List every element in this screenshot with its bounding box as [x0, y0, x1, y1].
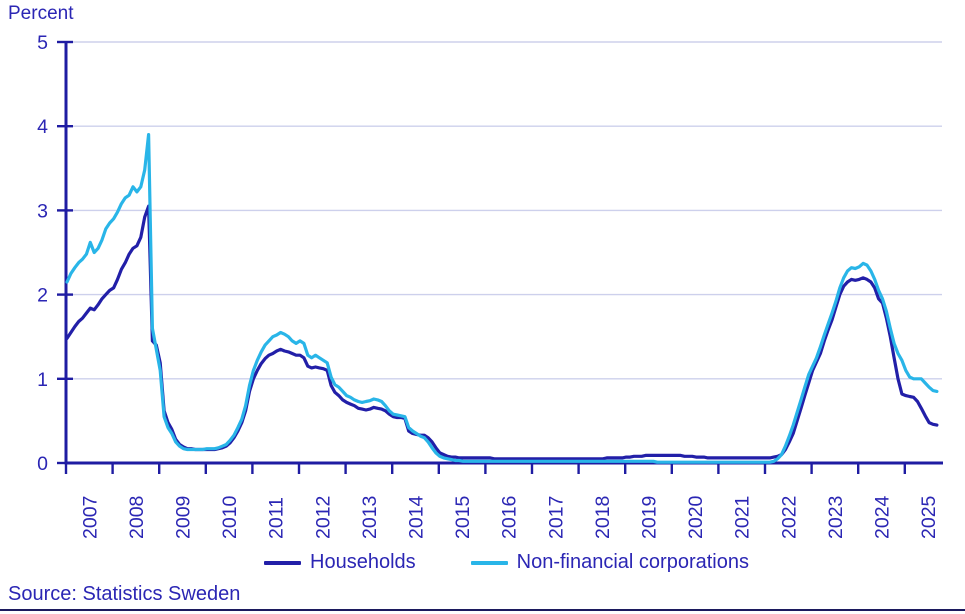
- svg-text:2020: 2020: [685, 495, 707, 539]
- legend-label-corporations: Non-financial corporations: [516, 551, 749, 573]
- households-line-swatch: [264, 560, 302, 565]
- legend-item-corporations: Non-financial corporations: [470, 551, 749, 574]
- svg-text:2015: 2015: [452, 495, 474, 539]
- svg-text:2010: 2010: [219, 495, 241, 539]
- source-caption: Source: Statistics Sweden: [8, 583, 241, 605]
- svg-text:2009: 2009: [173, 496, 195, 539]
- corporations-line-swatch: [470, 560, 508, 565]
- households-line: [65, 204, 939, 461]
- y-axis-unit-label: Percent: [8, 3, 74, 24]
- svg-text:0: 0: [37, 453, 48, 475]
- y-tick-labels: 0 1 2 3 4 5: [37, 32, 48, 475]
- legend-item-households: Households: [264, 551, 416, 574]
- svg-text:2012: 2012: [312, 496, 334, 539]
- svg-text:2008: 2008: [126, 496, 148, 539]
- svg-text:2021: 2021: [732, 496, 754, 539]
- svg-text:2014: 2014: [406, 495, 428, 539]
- svg-text:2024: 2024: [872, 495, 894, 539]
- svg-text:2017: 2017: [545, 496, 567, 539]
- x-axis-ticks: [64, 463, 906, 474]
- svg-text:2018: 2018: [592, 496, 614, 539]
- svg-text:4: 4: [37, 116, 48, 138]
- svg-text:3: 3: [37, 200, 48, 222]
- x-tick-labels: 2007 2008 2009 2010 2011 2012 2013 2014 2015 2016…: [79, 495, 940, 539]
- chart-legend: Households Non-financial corporations: [0, 551, 965, 574]
- svg-text:2016: 2016: [499, 496, 521, 539]
- svg-text:2011: 2011: [266, 497, 288, 539]
- legend-label-households: Households: [310, 551, 416, 573]
- corporations-line: [65, 133, 939, 464]
- svg-text:2013: 2013: [359, 496, 381, 539]
- svg-text:2025: 2025: [918, 495, 940, 539]
- svg-text:2007: 2007: [79, 496, 101, 539]
- svg-text:2022: 2022: [778, 496, 800, 539]
- svg-text:2023: 2023: [825, 496, 847, 539]
- bottom-divider: [0, 609, 965, 611]
- svg-text:5: 5: [37, 32, 48, 54]
- y-axis-ticks: [57, 40, 73, 465]
- gridlines: [66, 41, 942, 380]
- svg-text:2: 2: [37, 285, 48, 307]
- svg-text:2019: 2019: [639, 496, 661, 539]
- svg-text:1: 1: [37, 369, 48, 391]
- axes: [64, 41, 943, 465]
